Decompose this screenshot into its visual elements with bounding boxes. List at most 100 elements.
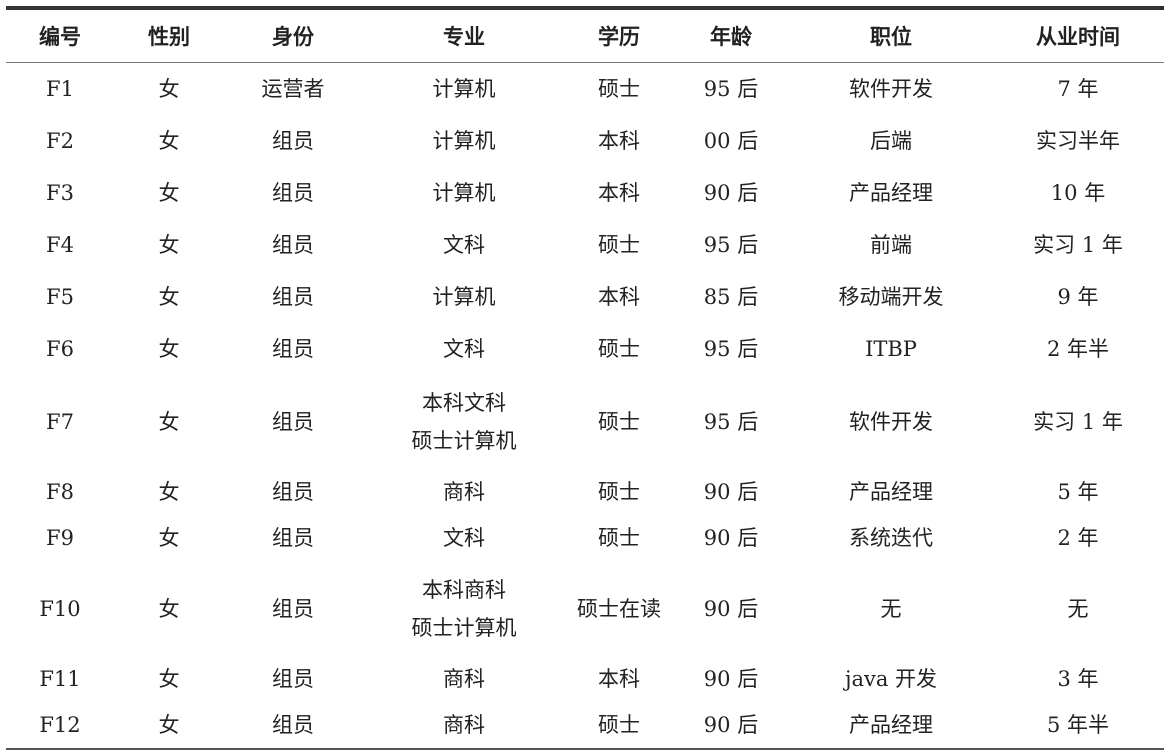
table-cell: java 开发 [844,667,938,691]
table-cell: 90 后 [703,479,759,504]
table-cell: 女 [158,713,180,737]
table-cell: F11 [39,667,81,691]
table-cell: 95 后 [703,409,759,434]
table-cell: 女 [158,479,180,504]
table-cell: F6 [46,336,74,361]
table-cell: 90 后 [703,596,759,621]
table-cell: 软件开发 [849,409,933,434]
table-cell: F5 [46,284,74,309]
table-cell: 组员 [272,596,314,621]
column-header: 职位 [870,25,912,49]
table-cell: 产品经理 [849,713,933,737]
table-cell: F12 [39,713,81,737]
table-cell: 女 [158,667,180,691]
table-cell: 商科 [443,667,485,691]
table-cell: 硕士 [598,336,640,361]
table-row: F8 女 组员 商科 硕士 90 后 产品经理 5 年 [6,469,1164,515]
table-row: F2 女 组员 计算机 本科 00 后 后端 实习半年 [6,115,1164,167]
table-row: F9 女 组员 文科 硕士 90 后 系统迭代 2 年 [6,515,1164,562]
table-cell: 文科 [443,526,485,550]
table-cell: 本科 [598,284,640,309]
column-header: 性别 [148,25,190,49]
table-cell: 95 后 [703,336,759,361]
table-cell: 女 [158,596,180,621]
table-cell: F3 [46,180,74,205]
table-cell: 组员 [272,180,314,205]
table-cell: 硕士 [598,713,640,737]
table-cell: 计算机 [432,180,496,205]
table-cell: 组员 [272,336,314,361]
table-cell: 硕士在读 [577,596,661,621]
table-cell: 本科商科 硕士计算机 [411,577,517,640]
table-cell: 计算机 [432,76,496,101]
table-cell: 组员 [272,128,314,153]
table-cell: 组员 [272,526,314,550]
table-cell: 本科文科 硕士计算机 [411,390,517,453]
table-row: F12 女 组员 商科 硕士 90 后 产品经理 5 年半 [6,703,1164,749]
table-cell: 文科 [443,232,485,257]
table-cell: F7 [46,409,74,434]
column-header: 年龄 [710,25,752,49]
table-cell: 前端 [870,232,912,257]
table-cell: 产品经理 [849,479,933,504]
table-cell: 商科 [443,479,485,504]
column-header: 从业时间 [1036,25,1120,49]
table-cell: 7 年 [1057,76,1099,101]
table-cell: 组员 [272,409,314,434]
table-cell: 产品经理 [849,180,933,205]
table-row: F4 女 组员 文科 硕士 95 后 前端 实习 1 年 [6,219,1164,271]
table-cell: F2 [46,128,74,153]
table-cell: 硕士 [598,76,640,101]
table-cell: 移动端开发 [838,284,944,309]
table-cell: 女 [158,232,180,257]
table-cell: 硕士 [598,409,640,434]
table-cell: 组员 [272,232,314,257]
table-cell: 运营者 [261,76,325,101]
table-cell: 系统迭代 [849,526,933,550]
column-header: 身份 [272,25,314,49]
table-cell: 后端 [870,128,912,153]
table-cell: 实习 1 年 [1033,232,1123,257]
table-cell: 组员 [272,667,314,691]
column-header: 专业 [443,25,485,49]
column-header: 学历 [598,25,640,49]
table-cell: 00 后 [703,128,759,153]
table-cell: 计算机 [432,284,496,309]
table-cell: 3 年 [1057,667,1099,691]
table-cell: F1 [46,76,74,101]
table-cell: 女 [158,409,180,434]
table-cell: 5 年 [1057,479,1099,504]
table-cell: F8 [46,479,74,504]
table-cell: 本科 [598,667,640,691]
table-cell: 女 [158,284,180,309]
table-cell: 95 后 [703,76,759,101]
table-cell: F4 [46,232,74,257]
table-cell: 5 年半 [1046,713,1110,737]
table-cell: 无 [1067,596,1089,621]
table-cell: 文科 [443,336,485,361]
table-cell: 组员 [272,284,314,309]
table-row: F7 女 组员 本科文科 硕士计算机 硕士 95 后 软件开发 实习 1 年 [6,375,1164,469]
table-cell: 女 [158,526,180,550]
table-cell: F9 [46,526,74,550]
table-cell: 90 后 [703,713,759,737]
table-cell: 计算机 [432,128,496,153]
table-row: F3 女 组员 计算机 本科 90 后 产品经理 10 年 [6,167,1164,219]
table-row: F11 女 组员 商科 本科 90 后 java 开发 3 年 [6,656,1164,703]
table-cell: 女 [158,180,180,205]
table-cell: 9 年 [1057,284,1099,309]
header-row: 编号 性别 身份 专业 学历 年龄 职位 从业时间 [6,8,1164,63]
table-cell: F10 [39,596,81,621]
participant-table: 编号 性别 身份 专业 学历 年龄 职位 从业时间 F1 女运营者 计算机 硕士 95 后软件开发 7 … [6,6,1164,750]
table-cell: 硕士 [598,232,640,257]
table-cell: 90 后 [703,526,759,550]
table-cell: 组员 [272,713,314,737]
table-cell: 硕士 [598,526,640,550]
table-cell: 组员 [272,479,314,504]
table-cell: 90 后 [703,180,759,205]
table-row: F6 女 组员 文科 硕士 95 后 ITBP 2 年半 [6,323,1164,375]
table-cell: 2 年半 [1046,336,1110,361]
column-header: 编号 [39,25,81,49]
table-cell: 本科 [598,128,640,153]
table-cell: 软件开发 [849,76,933,101]
